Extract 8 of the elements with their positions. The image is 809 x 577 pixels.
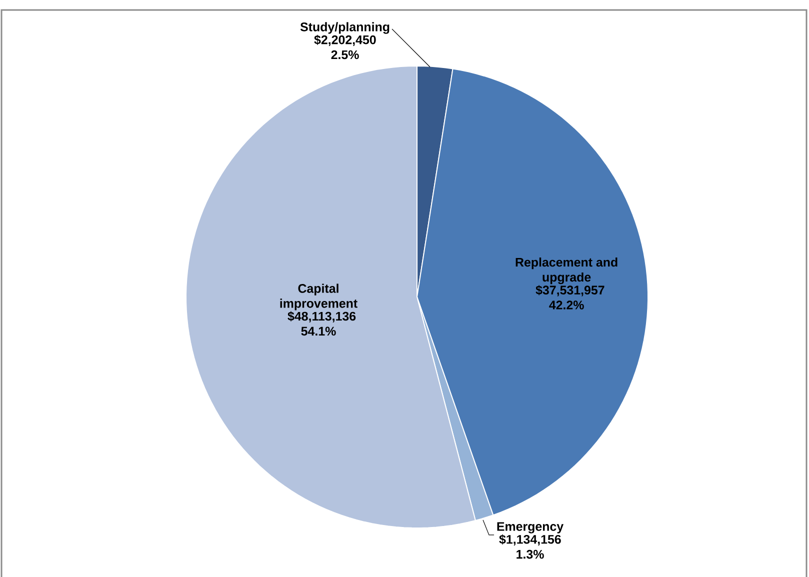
slice-label: Emergency xyxy=(497,522,564,534)
slice-label: Study/planning xyxy=(300,22,390,34)
data-label: $48,113,136 54.1% xyxy=(288,311,356,336)
slice-label: Replacement and upgrade xyxy=(516,258,618,284)
data-label: $37,531,957 42.2% xyxy=(536,285,604,310)
slice-label: Capital improvement xyxy=(280,284,358,310)
data-label: $1,134,156 1.3% xyxy=(499,534,561,559)
data-label: $2,202,450 2.5% xyxy=(314,34,376,60)
